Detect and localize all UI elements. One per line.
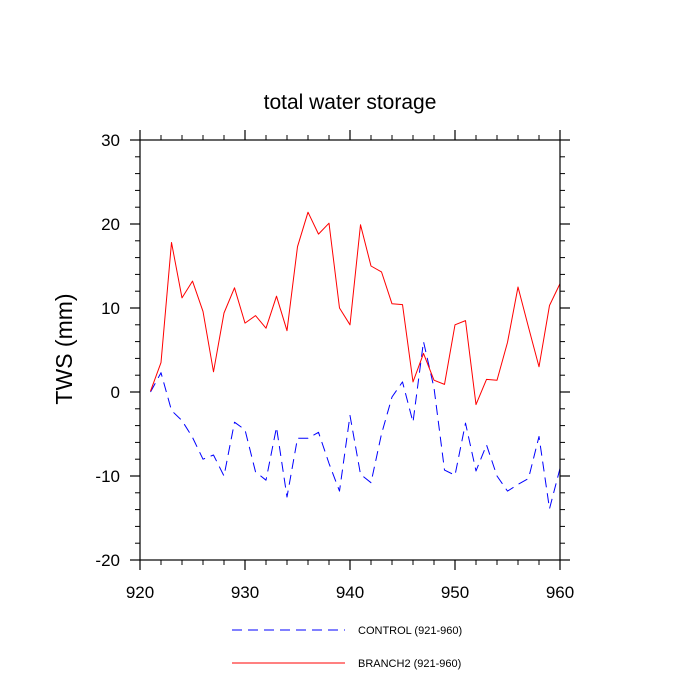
x-tick-label: 950 [441,583,469,602]
x-tick-label: 940 [336,583,364,602]
y-tick-label: 20 [101,215,120,234]
x-tick-label: 920 [126,583,154,602]
series-line-branch2 [150,211,561,406]
x-tick-label: 930 [231,583,259,602]
y-tick-label: 10 [101,299,120,318]
series-line-control [150,341,561,510]
y-tick-label: 0 [111,383,120,402]
chart-title: total water storage [264,91,437,114]
legend: CONTROL (921-960) BRANCH2 (921-960) [232,625,462,670]
legend-label: CONTROL (921-960) [358,625,462,637]
y-tick-label: -20 [95,551,120,570]
y-axis-label: TWS (mm) [51,293,77,404]
x-tick-label: 960 [546,583,574,602]
y-tick-label: -10 [95,467,120,486]
y-tick-label: 30 [101,131,120,150]
legend-label: BRANCH2 (921-960) [358,658,461,670]
plot-frame [139,139,561,561]
